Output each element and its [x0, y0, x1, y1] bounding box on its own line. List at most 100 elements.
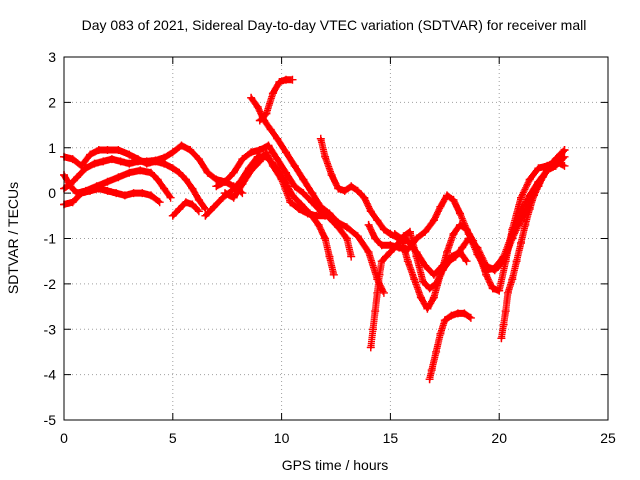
data-point-marker	[377, 241, 386, 250]
data-point-marker	[166, 193, 175, 202]
data-point-marker	[188, 184, 197, 193]
data-point-marker	[147, 168, 155, 177]
data-point-marker	[451, 252, 460, 261]
data-point-marker	[138, 189, 147, 198]
data-point-marker	[112, 189, 121, 198]
chart-title: Day 083 of 2021, Sidereal Day-to-day VTE…	[82, 17, 587, 33]
data-point-marker	[538, 173, 547, 182]
data-point-marker	[366, 207, 375, 216]
data-point-marker	[501, 307, 510, 316]
data-point-marker	[175, 168, 184, 177]
data-point-marker	[410, 275, 419, 284]
data-point-marker	[295, 205, 303, 213]
data-point-marker	[503, 288, 512, 297]
data-point-marker	[73, 173, 82, 182]
x-tick-label: 0	[60, 430, 68, 446]
data-point-marker	[247, 148, 256, 157]
data-point-marker	[342, 223, 351, 232]
data-point-marker	[286, 198, 295, 207]
data-point-marker	[525, 205, 534, 213]
data-point-marker	[99, 157, 108, 166]
data-point-marker	[212, 182, 221, 191]
data-point-marker	[266, 125, 275, 134]
data-point-marker	[153, 175, 162, 184]
data-point-marker	[449, 195, 458, 204]
data-point-marker	[255, 116, 264, 125]
data-point-marker	[308, 189, 317, 198]
data-point-marker	[103, 146, 112, 154]
data-point-marker	[432, 347, 441, 356]
data-point-marker	[218, 193, 227, 202]
y-tick-label: 1	[48, 140, 56, 156]
data-point-marker	[168, 148, 177, 157]
data-point-marker	[194, 155, 203, 164]
data-point-marker	[327, 171, 336, 179]
x-tick-label: 20	[491, 430, 507, 446]
data-point-marker	[525, 175, 534, 184]
data-point-marker	[255, 157, 264, 166]
y-tick-label: 0	[48, 185, 56, 201]
data-point-marker	[299, 175, 308, 184]
data-point-marker	[462, 225, 471, 234]
data-point-marker	[534, 182, 543, 191]
data-point-marker	[534, 164, 543, 173]
data-point-marker	[288, 75, 297, 84]
data-point-marker	[116, 157, 125, 166]
data-point-marker	[264, 141, 273, 150]
data-point-marker	[268, 161, 277, 170]
data-point-marker	[379, 225, 388, 234]
series-14	[425, 309, 475, 384]
data-point-marker	[321, 152, 330, 161]
data-point-marker	[221, 189, 229, 198]
data-point-marker	[462, 257, 471, 266]
data-point-marker	[181, 198, 190, 207]
data-point-marker	[549, 157, 558, 166]
series-8	[247, 93, 388, 297]
data-point-marker	[129, 189, 138, 198]
data-point-marker	[221, 177, 229, 186]
data-point-marker	[136, 166, 145, 175]
data-point-marker	[377, 257, 386, 266]
data-point-marker	[406, 227, 414, 236]
data-point-marker	[303, 209, 312, 218]
data-point-marker	[366, 343, 375, 352]
data-point-marker	[427, 366, 436, 375]
data-point-marker	[436, 329, 445, 338]
data-point-marker	[495, 286, 504, 295]
data-point-marker	[247, 166, 256, 175]
data-point-marker	[114, 173, 123, 182]
data-point-marker	[177, 141, 186, 150]
data-point-marker	[86, 150, 95, 159]
data-point-marker	[392, 241, 401, 250]
data-point-marker	[203, 168, 212, 177]
data-point-marker	[475, 252, 484, 261]
x-tick-labels: 0 5 10 15 20 25	[60, 430, 616, 446]
data-point-marker	[210, 202, 219, 211]
data-point-marker	[364, 248, 373, 257]
data-point-marker	[386, 248, 395, 257]
data-point-marker	[436, 202, 445, 211]
data-point-marker	[517, 239, 525, 247]
x-tick-label: 25	[600, 430, 616, 446]
data-point-marker	[160, 153, 169, 162]
data-point-marker	[521, 220, 530, 229]
y-tick-label: -1	[44, 231, 57, 247]
series-7	[221, 148, 330, 220]
data-point-marker	[508, 275, 517, 284]
y-tick-label: -3	[44, 321, 57, 337]
data-point-marker	[421, 261, 430, 270]
data-point-marker	[114, 146, 123, 154]
data-series	[60, 75, 569, 384]
data-point-marker	[273, 134, 282, 143]
data-point-marker	[253, 102, 262, 111]
data-point-marker	[436, 270, 445, 279]
data-point-marker	[429, 216, 438, 225]
data-point-marker	[560, 161, 569, 170]
data-point-marker	[103, 186, 112, 195]
data-point-marker	[134, 157, 142, 166]
data-point-marker	[325, 252, 334, 261]
series-13	[390, 157, 569, 313]
data-point-marker	[316, 134, 325, 143]
data-point-marker	[86, 186, 95, 195]
